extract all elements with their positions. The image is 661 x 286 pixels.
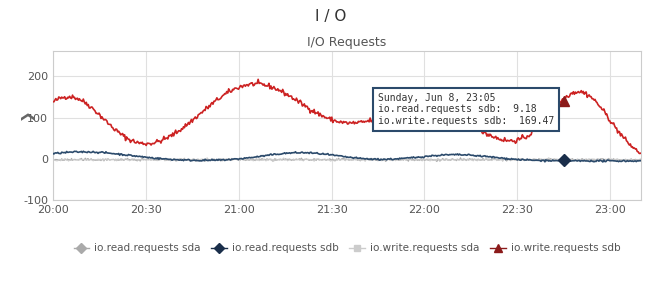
Title: I/O Requests: I/O Requests [307,36,387,49]
Text: ❯: ❯ [20,109,34,120]
Text: Sunday, Jun 8, 23:05
io.read.requests sdb:  9.18
io.write.requests sdb:  169.47: Sunday, Jun 8, 23:05 io.read.requests sd… [378,93,554,126]
Legend: io.read.requests sda, io.read.requests sdb, io.write.requests sda, io.write.requ: io.read.requests sda, io.read.requests s… [69,239,625,257]
Text: I / O: I / O [315,9,346,23]
